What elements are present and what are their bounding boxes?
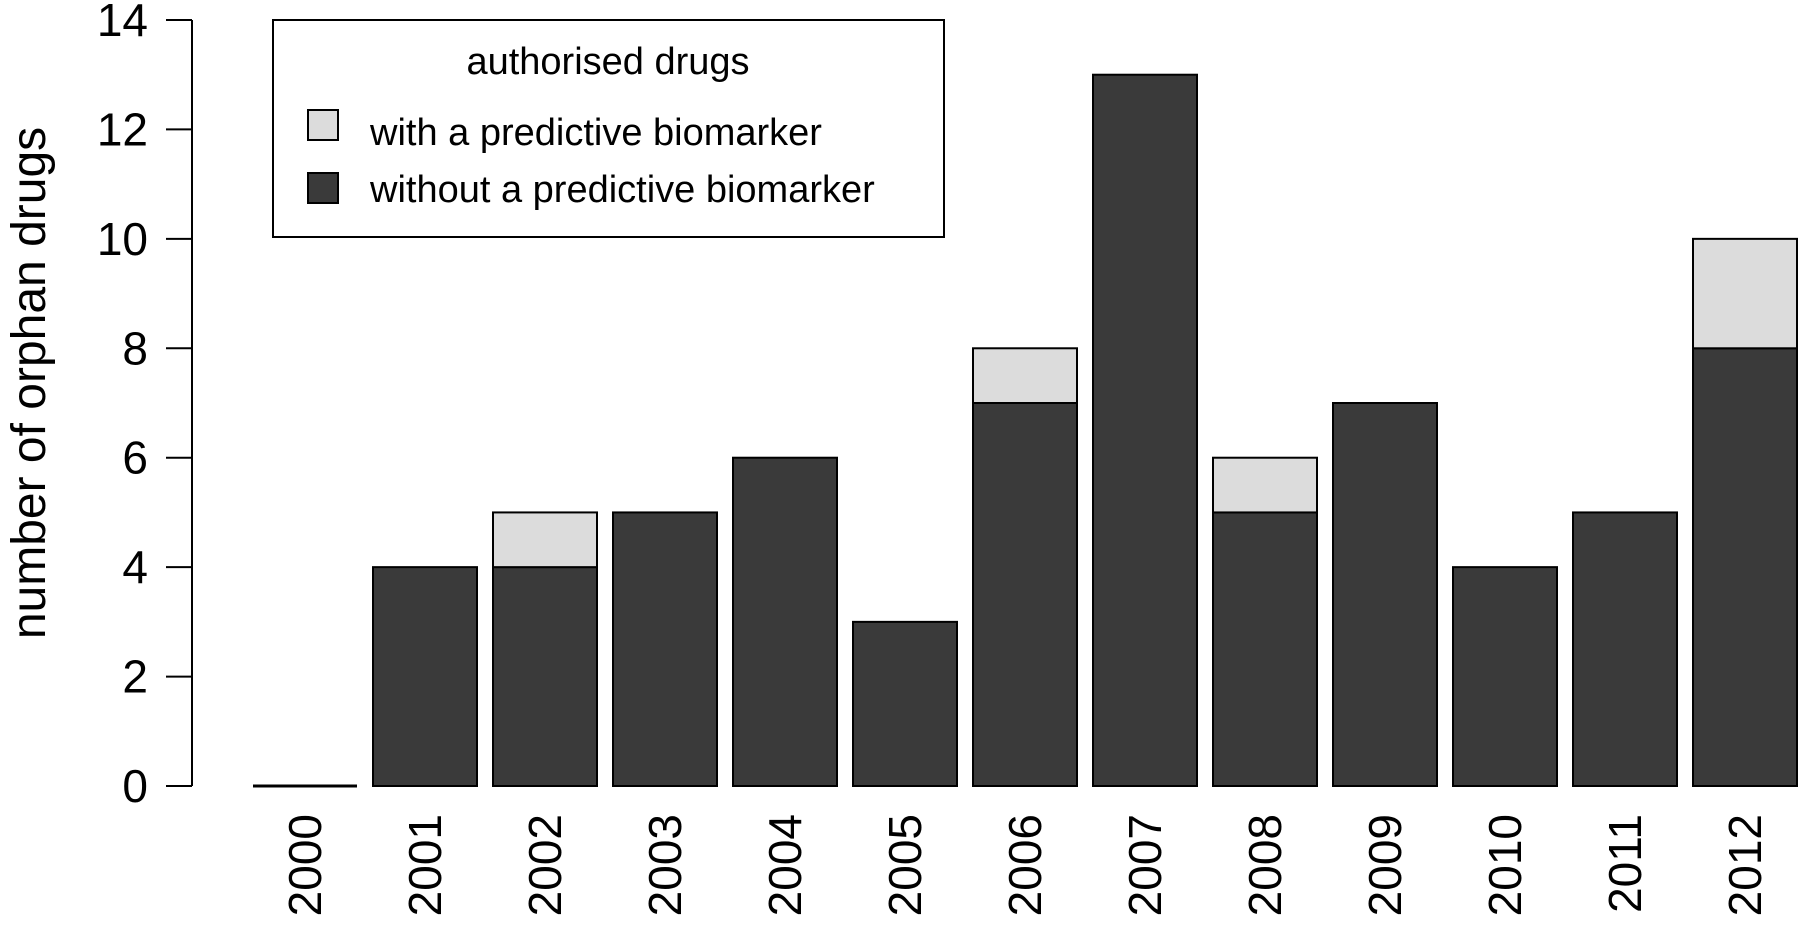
x-tick-label-2010: 2010 [1479, 814, 1531, 916]
y-tick-label: 14 [97, 0, 148, 46]
y-tick-label: 4 [122, 541, 148, 593]
bar-segment-2002-without-biomarker [492, 566, 598, 788]
legend: authorised drugs with a predictive bioma… [272, 19, 945, 238]
x-tick-label-2004: 2004 [759, 814, 811, 916]
legend-swatch-without-biomarker [307, 172, 339, 204]
x-tick-label-2011: 2011 [1599, 814, 1651, 913]
x-tick-label-2009: 2009 [1359, 814, 1411, 916]
y-tick-label: 12 [97, 103, 148, 155]
bar-segment-2009-without-biomarker [1332, 402, 1438, 787]
y-tick-label: 8 [122, 322, 148, 374]
bar-segment-2010-without-biomarker [1452, 566, 1558, 788]
legend-swatch-with-biomarker [307, 109, 339, 141]
y-axis-title: number of orphan drugs [3, 127, 56, 639]
x-tick-label-2008: 2008 [1239, 814, 1291, 916]
x-tick-label-2003: 2003 [639, 814, 691, 916]
bar-segment-2002-with-biomarker [492, 511, 598, 569]
y-axis: 0 2 4 6 8 10 12 14 [97, 0, 193, 812]
bar-segment-2006-without-biomarker [972, 402, 1078, 787]
legend-label-with-biomarker: with a predictive biomarker [369, 112, 822, 154]
bar-segment-2005-without-biomarker [852, 620, 958, 787]
x-tick-label-2001: 2001 [399, 814, 451, 916]
x-tick-label-2002: 2002 [519, 814, 571, 916]
bar-segment-2012-without-biomarker [1692, 347, 1798, 787]
bar-segment-2008-with-biomarker [1212, 456, 1318, 514]
y-tick-label: 0 [122, 760, 148, 812]
x-tick-label-2005: 2005 [879, 814, 931, 916]
bars [253, 73, 1798, 788]
bar-segment-2006-with-biomarker [972, 347, 1078, 404]
bar-segment-2003-without-biomarker [612, 511, 718, 788]
bar-segment-2008-without-biomarker [1212, 511, 1318, 788]
legend-title: authorised drugs [466, 41, 749, 83]
legend-box [272, 19, 945, 238]
x-tick-label-2000: 2000 [279, 814, 331, 916]
x-axis-labels: 2000 2001 2002 2003 2004 2005 2006 2007 2008 2009… [279, 814, 1771, 916]
bar-segment-2004-without-biomarker [732, 456, 838, 787]
x-tick-label-2006: 2006 [999, 814, 1051, 916]
legend-label-without-biomarker: without a predictive biomarker [369, 169, 875, 211]
y-tick-label: 6 [122, 432, 148, 484]
bar-segment-2011-without-biomarker [1572, 511, 1678, 788]
y-tick-label: 10 [97, 213, 148, 265]
x-tick-label-2007: 2007 [1119, 814, 1171, 916]
bar-segment-2012-with-biomarker [1692, 237, 1798, 350]
bar-segment-2001-without-biomarker [372, 566, 478, 788]
y-tick-label: 2 [122, 651, 148, 703]
x-tick-label-2012: 2012 [1719, 814, 1771, 916]
bar-segment-2007-without-biomarker [1092, 73, 1198, 787]
